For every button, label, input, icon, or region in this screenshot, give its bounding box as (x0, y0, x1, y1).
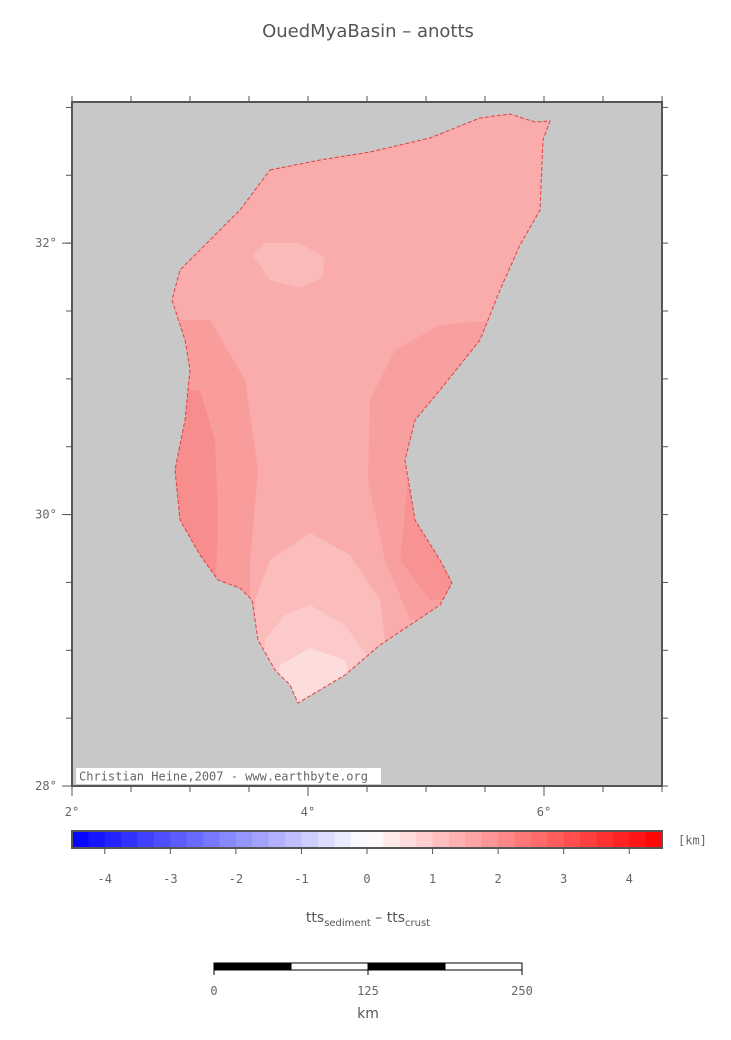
colorbar-cell (498, 831, 515, 848)
colorbar-cell (596, 831, 614, 848)
y-tick-label: 32° (35, 236, 57, 250)
colorbar-cell (563, 831, 581, 848)
colorbar-cell (465, 831, 483, 848)
colorbar-cell (645, 831, 663, 848)
colorbar-cell (252, 831, 270, 848)
credit-box (76, 768, 381, 784)
colorbar-cell (88, 831, 106, 848)
colorbar-tick-label: 3 (560, 872, 567, 886)
colorbar-cell (153, 831, 171, 848)
credit: Christian Heine,2007 - www.earthbyte.org (79, 770, 368, 784)
colorbar: -4 -3 -2 -1 0 1 2 3 4 (71, 830, 663, 886)
colorbar-cell (612, 831, 630, 848)
scale-segment (213, 962, 292, 971)
colorbar-cell (547, 831, 565, 848)
x-tick-label: 6° (537, 805, 551, 819)
colorbar-cell (301, 831, 319, 848)
x-tick-label: 2° (65, 805, 79, 819)
scale-tick-label: 250 (511, 984, 533, 998)
y-tick-label: 30° (35, 508, 57, 522)
colorbar-cell (448, 831, 466, 848)
colorbar-tick-label: -2 (229, 872, 243, 886)
colorbar-tick-label: 4 (626, 872, 633, 886)
colorbar-cell (72, 831, 89, 848)
colorbar-cell (399, 831, 417, 848)
colorbar-cell (203, 831, 220, 848)
colorbar-label: ttssediment – ttscrust (306, 910, 430, 929)
title: OuedMyaBasin – anotts (262, 21, 474, 42)
colorbar-cell (629, 831, 647, 848)
colorbar-cell (416, 831, 434, 848)
scale-bar: 0 125 250 (210, 962, 533, 998)
scale-tick-label: 125 (357, 984, 379, 998)
colorbar-cell (285, 831, 302, 848)
label-part: – (371, 910, 387, 926)
label-part: tts (387, 910, 405, 926)
map: Christian Heine,2007 - www.earthbyte.org (71, 101, 663, 787)
label-sub: sediment (324, 918, 371, 929)
colorbar-tick-label: 2 (494, 872, 501, 886)
scale-unit: km (357, 1006, 379, 1022)
colorbar-tick-label: -3 (163, 872, 177, 886)
colorbar-cell (121, 831, 139, 848)
colorbar-cell (170, 831, 188, 848)
colorbar-cell (317, 831, 335, 848)
colorbar-cell (530, 831, 548, 848)
colorbar-cell (350, 831, 368, 848)
colorbar-tick-label: -1 (294, 872, 308, 886)
scale-tick-label: 0 (210, 984, 217, 998)
label-part: tts (306, 910, 324, 926)
scale-segment (444, 962, 523, 971)
colorbar-unit: [km] (678, 834, 707, 848)
colorbar-tick-label: 0 (363, 872, 370, 886)
colorbar-cell (219, 831, 237, 848)
scale-segment (290, 962, 369, 971)
colorbar-cell (137, 831, 155, 848)
x-tick-label: 4° (301, 805, 315, 819)
scale-segment (367, 962, 446, 971)
label-sub: crust (405, 918, 430, 929)
y-tick-label: 28° (35, 779, 57, 793)
colorbar-cell (481, 831, 499, 848)
colorbar-cell (268, 831, 286, 848)
colorbar-cell (235, 831, 253, 848)
colorbar-tick-label: 1 (429, 872, 436, 886)
colorbar-cell (334, 831, 352, 848)
colorbar-cell (186, 831, 204, 848)
colorbar-cell (514, 831, 532, 848)
colorbar-cell (432, 831, 450, 848)
colorbar-cell (580, 831, 597, 848)
colorbar-cell (104, 831, 122, 848)
colorbar-cell (367, 831, 384, 848)
colorbar-tick-label: -4 (98, 872, 112, 886)
colorbar-cell (383, 831, 401, 848)
